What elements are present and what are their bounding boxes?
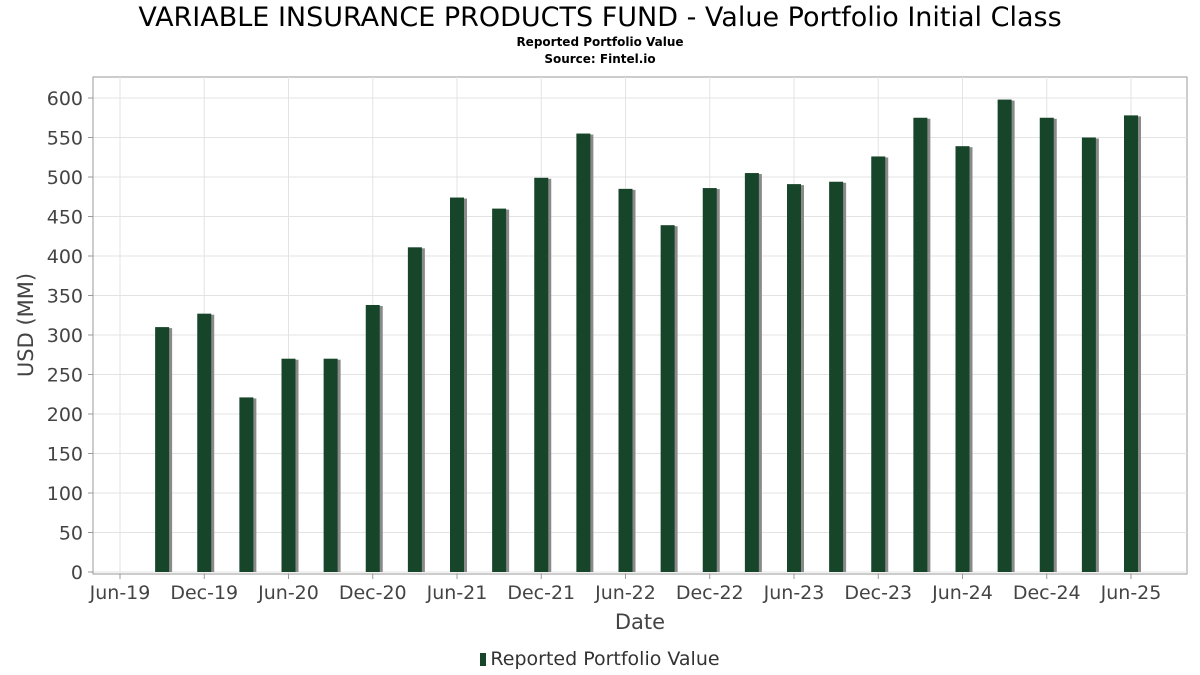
- y-tick-label: 250: [47, 365, 83, 387]
- bar: [1039, 117, 1054, 572]
- plot-area: [92, 76, 1188, 575]
- y-tick-label: 300: [47, 325, 83, 347]
- y-tick-label: 200: [47, 404, 83, 426]
- bar: [239, 397, 254, 572]
- x-tick-label: Jun-20: [257, 582, 319, 604]
- bar: [450, 197, 464, 573]
- bar: [155, 327, 170, 572]
- y-tick-label: 500: [47, 167, 83, 189]
- bar: [1081, 137, 1096, 572]
- bar: [829, 181, 844, 573]
- bar: [744, 173, 759, 573]
- x-tick-label: Jun-21: [426, 582, 488, 604]
- x-tick-label: Jun-23: [763, 582, 825, 604]
- y-tick-label: 450: [47, 207, 83, 229]
- bar: [787, 184, 801, 573]
- bar: [281, 358, 296, 572]
- bar: [365, 304, 380, 572]
- legend-label: Reported Portfolio Value: [490, 648, 720, 670]
- x-tick-label: Dec-22: [676, 582, 744, 604]
- bar: [197, 313, 212, 572]
- bar: [913, 117, 928, 572]
- x-tick-label: Jun-24: [931, 582, 993, 604]
- y-tick-label: 350: [47, 286, 83, 308]
- bar: [1124, 115, 1138, 572]
- bar: [323, 358, 338, 572]
- x-tick-label: Dec-23: [844, 582, 912, 604]
- y-tick-label: 600: [47, 88, 83, 110]
- y-tick-label: 150: [47, 444, 83, 466]
- legend: Reported Portfolio Value: [0, 648, 1200, 670]
- chart-subtitle: Reported Portfolio Value: [516, 35, 684, 49]
- y-tick-label: 400: [47, 246, 83, 268]
- x-tick-label: Jun-22: [594, 582, 656, 604]
- y-tick-label: 0: [71, 562, 83, 584]
- x-tick-label: Jun-19: [89, 582, 151, 604]
- y-tick-label: 100: [47, 483, 83, 505]
- bar: [997, 99, 1012, 572]
- bar: [618, 188, 633, 572]
- chart-title: VARIABLE INSURANCE PRODUCTS FUND - Value…: [138, 2, 1062, 33]
- x-tick-label: Dec-19: [170, 582, 238, 604]
- x-axis: Jun-19 Dec-19 Jun-20 Dec-20 Jun-21 Dec-21 Jun-…: [89, 573, 1187, 604]
- x-tick-label: Dec-24: [1013, 582, 1081, 604]
- x-axis-label: Date: [615, 610, 665, 634]
- y-tick-label: 550: [47, 128, 83, 150]
- chart-source: Source: Fintel.io: [544, 52, 656, 66]
- y-axis-label: USD (MM): [14, 273, 38, 377]
- bar: [407, 247, 422, 572]
- bar: [702, 188, 717, 572]
- x-tick-label: Dec-21: [507, 582, 575, 604]
- bar: [660, 225, 675, 572]
- bars: [155, 99, 1141, 573]
- legend-swatch: [480, 653, 487, 666]
- bar: [576, 133, 591, 573]
- bar: [492, 208, 507, 572]
- bar: [955, 146, 970, 572]
- bar: [871, 156, 886, 572]
- x-tick-label: Jun-25: [1100, 582, 1162, 604]
- bar: [534, 177, 549, 573]
- x-tick-label: Dec-20: [339, 582, 407, 604]
- y-axis: 0 50 100 150 200 250 300 350 400 450 500 550 600: [47, 77, 94, 584]
- y-tick-label: 50: [59, 523, 83, 545]
